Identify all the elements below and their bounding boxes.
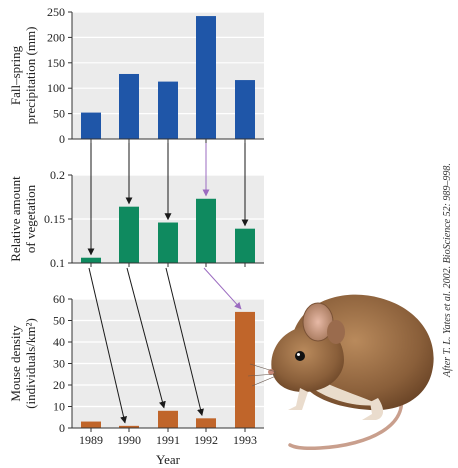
y-axis-title-line: Relative amount [8, 176, 23, 262]
bar [196, 198, 216, 263]
y-tick-label: 30 [53, 357, 65, 371]
y-tick-label: 60 [53, 292, 65, 306]
bar [81, 257, 101, 263]
x-tick-label: 1990 [117, 433, 141, 447]
y-tick-label: 0.15 [44, 212, 65, 226]
chart-panels: 050100150200250Fall–springprecipitation … [8, 5, 264, 435]
y-axis-title: Mouse density(individuals/km²) [8, 318, 38, 409]
y-tick-label: 0 [59, 132, 65, 146]
y-axis-title-line: Fall–spring [8, 45, 23, 105]
mouse-ear-far [327, 320, 345, 344]
y-axis-title: Relative amountof vegetation [8, 176, 38, 262]
x-tick-label: 1993 [233, 433, 257, 447]
source-credit: After T. L. Yates et al. 2002. BioScienc… [442, 163, 453, 378]
y-axis-title: Fall–springprecipitation (mm) [8, 27, 38, 125]
bar [158, 81, 178, 139]
mouse-front-leg [288, 388, 308, 410]
bar [196, 418, 216, 428]
y-tick-label: 200 [47, 30, 65, 44]
x-tick-label: 1991 [156, 433, 180, 447]
bar [158, 410, 178, 428]
mouse-hind-leg [362, 398, 384, 420]
bar [158, 222, 178, 263]
y-tick-label: 100 [47, 81, 65, 95]
y-axis-title-line: Mouse density [8, 325, 23, 402]
y-tick-label: 0.2 [50, 168, 65, 182]
y-tick-label: 150 [47, 56, 65, 70]
y-axis-title-line: of vegetation [23, 184, 38, 253]
bar [119, 425, 139, 428]
y-tick-label: 0.1 [50, 256, 65, 270]
y-tick-label: 20 [53, 378, 65, 392]
y-tick-label: 50 [53, 314, 65, 328]
x-tick-label: 1992 [194, 433, 218, 447]
bar [81, 112, 101, 139]
mouse-eye [295, 351, 305, 361]
x-tick-label: 1989 [79, 433, 103, 447]
y-axis-title-line: precipitation (mm) [23, 27, 38, 125]
y-axis-title-line: (individuals/km²) [23, 318, 38, 409]
y-tick-label: 50 [53, 107, 65, 121]
mouse-tail [288, 390, 404, 450]
bar [235, 311, 255, 428]
causal-arrow [165, 267, 204, 417]
bar [81, 421, 101, 428]
y-tick-label: 40 [53, 335, 65, 349]
chart-panel: 0.1 0.15 0.2 Relative amountof vegetation [8, 168, 264, 270]
mouse-illustration [247, 294, 434, 450]
causal-arrow [126, 267, 166, 409]
bar [235, 228, 255, 263]
y-tick-label: 10 [53, 400, 65, 414]
causal-arrows [87, 143, 249, 424]
x-axis-title: Year [156, 452, 181, 467]
bar [196, 16, 216, 140]
mouse-nose [268, 369, 274, 375]
chart-panel: 0 50 100 150 200 250 Fall–springprecipitation … [8, 5, 264, 146]
x-axis: 1989 1990 1991 1992 1993 Year [79, 433, 257, 467]
causal-arrow [203, 267, 242, 310]
y-tick-label: 0 [59, 421, 65, 435]
y-tick-label: 250 [47, 5, 65, 19]
mouse-whiskers [247, 363, 277, 387]
bar [119, 206, 139, 263]
bar [119, 73, 139, 139]
chart-panel: 0 10 20 30 40 50 60 Mouse density(individuals/k… [8, 292, 264, 435]
bar [235, 80, 255, 139]
mouse-head [271, 325, 344, 392]
causal-arrow [88, 267, 127, 424]
